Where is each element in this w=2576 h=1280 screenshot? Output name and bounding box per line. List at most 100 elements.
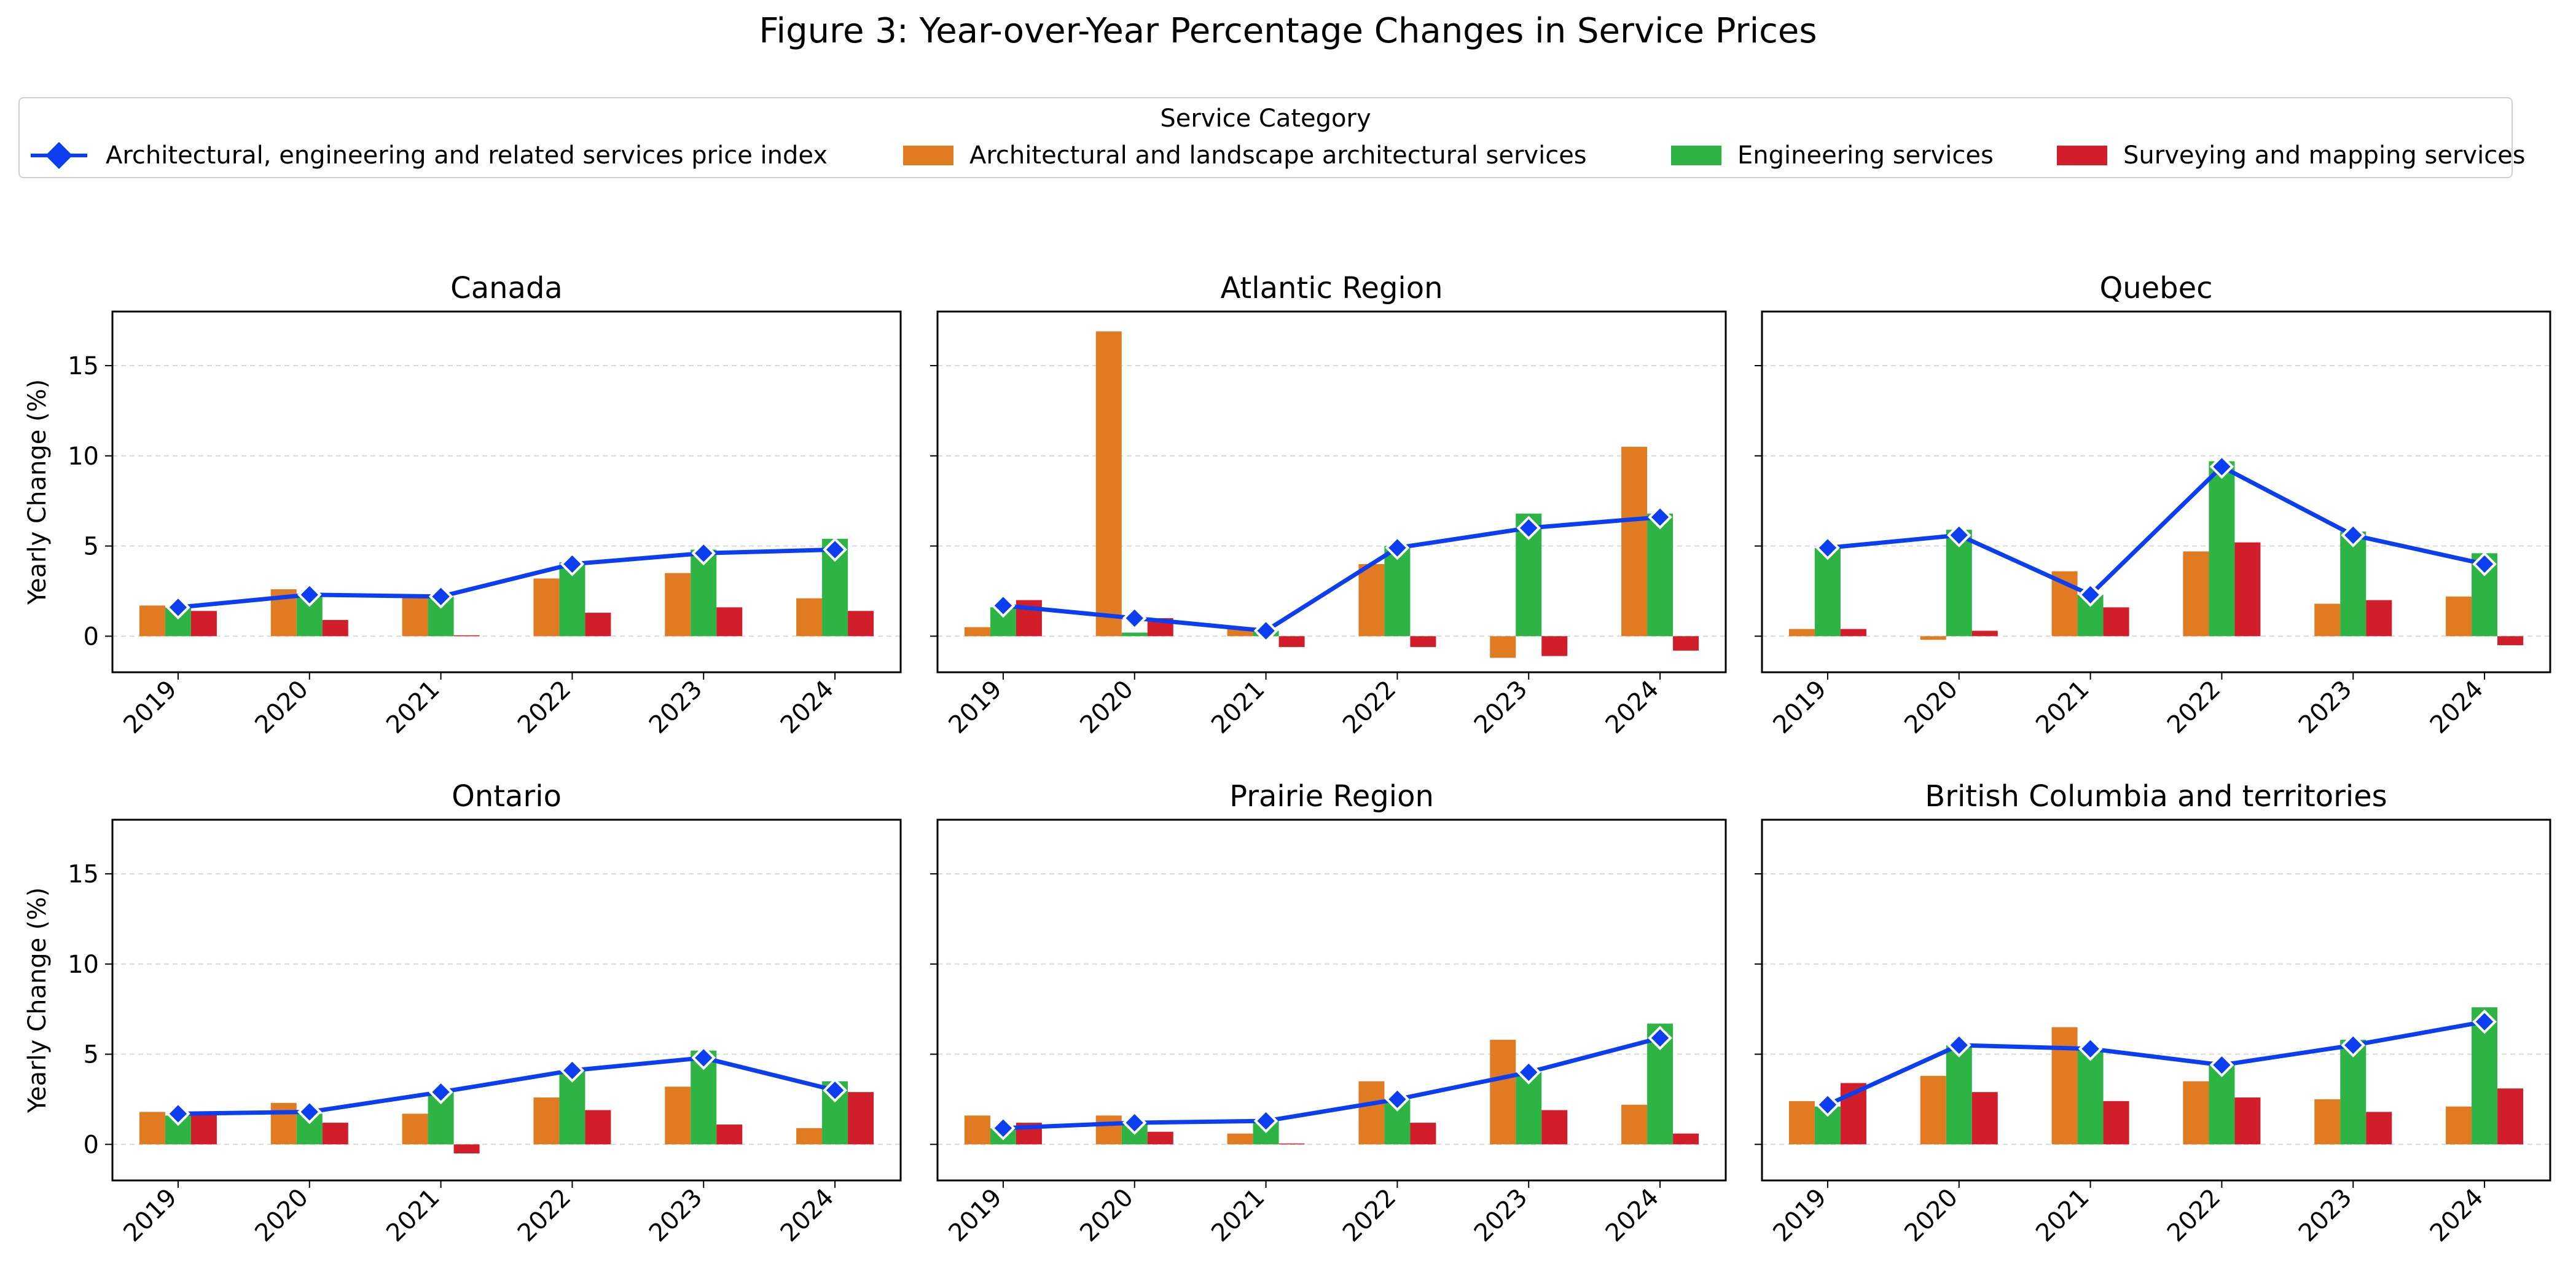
x-tick-label: 2023 [2293,675,2358,740]
line-point [2209,454,2234,479]
bar [1278,636,1305,647]
x-tick-label: 2021 [2030,1184,2095,1248]
bar [2234,1097,2261,1145]
line-point [823,537,847,562]
line-point [1648,1026,1672,1050]
y-tick-label: 0 [84,1131,99,1159]
bar [1541,636,1568,656]
line-point [1946,523,1971,548]
legend-patch-engineering [1671,146,1721,165]
bar [1621,1104,1648,1145]
figure-title: Figure 3: Year-over-Year Percentage Chan… [759,11,1817,51]
bar [2314,603,2341,637]
bar [190,611,217,637]
x-tick-label: 2019 [943,1184,1008,1248]
line-point [2078,1036,2103,1061]
bar [453,635,480,637]
x-tick-label: 2020 [249,1184,314,1248]
panel-title: British Columbia and territories [1925,779,2387,814]
line-point [2341,523,2366,548]
bar [1490,636,1516,658]
chart-panel: 2019 2020 2021 2022 2023 2024 Prairie Region [930,779,1727,1248]
bar [2366,1112,2392,1145]
line-point [1815,1092,1840,1117]
x-tick-label: 2021 [381,1184,445,1248]
line-point [1815,535,1840,560]
bar [796,1128,823,1145]
line-point [691,541,716,566]
series-line [1003,515,1661,633]
line-point [823,1078,847,1103]
y-tick-label: 5 [84,533,99,561]
x-tick-label: 2019 [943,675,1008,740]
legend-label-architectural: Architectural and landscape architectura… [969,141,1587,170]
line-point [166,595,190,620]
line-point [297,1099,322,1125]
legend: Service Category Architectural, engineer… [18,97,2526,178]
legend-label-price-index: Architectural, engineering and related s… [106,141,828,170]
line-point [2472,1009,2497,1034]
bar [848,611,874,637]
bar [1946,530,1972,637]
legend-label-engineering: Engineering services [1737,141,1994,170]
bar [2446,1106,2472,1145]
bar [2234,542,2261,637]
bar [402,596,428,637]
bar [1920,636,1946,640]
bar [1673,636,1699,651]
x-tick-label: 2020 [249,675,314,740]
chart-panel: 0 5 10 15 2019 2020 2021 2022 2023 2024 Canada Year… [23,271,902,740]
plot-frame [111,819,902,1182]
panel-title: Canada [450,271,563,305]
bar [1541,1110,1568,1145]
bar [2183,551,2209,637]
bar [2103,607,2129,637]
bar [453,1144,480,1153]
bar [139,605,165,637]
x-tick-label: 2020 [1075,675,1139,740]
x-tick-label: 2021 [2030,675,2095,740]
bar [270,1102,297,1145]
bar [1227,1133,1253,1145]
x-tick-label: 2022 [1337,675,1402,740]
chart-panel: 2019 2020 2021 2022 2023 2024 Quebec [1755,271,2551,740]
panel-title: Prairie Region [1229,779,1434,814]
line-point [1385,1087,1410,1112]
bar [585,1110,611,1145]
bar [1227,629,1253,637]
bar [1358,1081,1385,1145]
bar [1095,1115,1122,1145]
line-point [991,593,1016,618]
x-tick-label: 2021 [1206,1184,1270,1248]
bar [1490,1040,1516,1145]
x-tick-label: 2023 [2293,1184,2358,1248]
y-tick-label: 15 [68,860,99,889]
line-point [2078,582,2103,607]
bar [2497,636,2524,645]
x-tick-label: 2024 [775,1184,840,1248]
chart-panel: 0 5 10 15 2019 2020 2021 2022 2023 2024 Ontario Yea… [23,779,902,1248]
panel-title: Ontario [452,779,562,814]
bar [559,1070,585,1145]
x-tick-label: 2023 [644,675,708,740]
bar [1121,632,1148,637]
bar [1920,1075,1946,1145]
legend-entry-surveying: Surveying and mapping services [2057,140,2526,171]
bar [1147,1131,1173,1145]
x-tick-label: 2024 [2425,675,2489,740]
legend-patch-surveying [2057,146,2107,165]
line-point [1385,535,1410,560]
line-point [1516,1060,1541,1085]
y-axis-label: Yearly Change (%) [23,379,52,605]
legend-line-diamond-marker [31,142,87,169]
x-tick-label: 2019 [118,1184,182,1248]
y-tick-label: 10 [68,442,99,471]
line-point [691,1045,716,1070]
bar [665,573,691,637]
line-point [560,552,585,576]
series-line [1827,464,2485,597]
chart-panel: 2019 2020 2021 2022 2023 2024 Atlantic Region [930,271,1727,740]
chart-panel: 2019 2020 2021 2022 2023 2024 British Columbia… [1755,779,2551,1248]
bar [322,619,348,637]
line-point [991,1116,1016,1141]
